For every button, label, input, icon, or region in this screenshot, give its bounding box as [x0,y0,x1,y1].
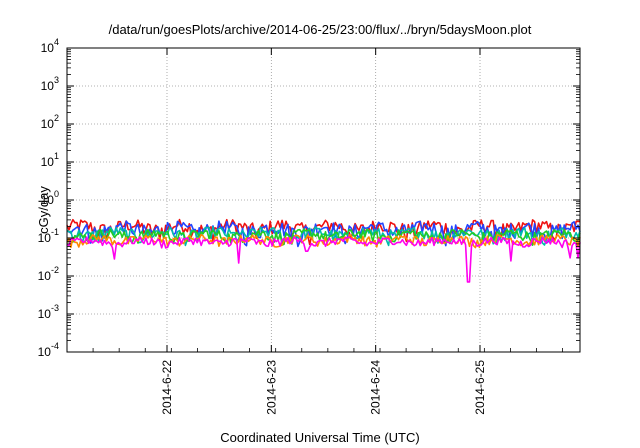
y-tick-label: 10-2 [38,265,59,283]
y-tick-label: 101 [41,151,59,169]
y-tick-label: 104 [41,37,59,55]
x-tick-label: 2014-6-23 [264,360,278,415]
y-tick-label: 100 [41,189,59,207]
chart-title: /data/run/goesPlots/archive/2014-06-25/2… [108,22,532,37]
grid [67,48,580,352]
y-tick-label: 10-4 [38,341,59,359]
y-tick-label: 102 [41,113,59,131]
y-tick-label: 103 [41,75,59,93]
series-line [66,220,581,248]
series-line [66,236,581,283]
series-layer [66,218,581,283]
x-axis-label: Coordinated Universal Time (UTC) [220,430,420,445]
x-tick-label: 2014-6-25 [473,360,487,415]
series-line [66,228,581,246]
y-tick-label: 10-3 [38,303,59,321]
y-tick-label: 10-1 [38,227,59,245]
plot-frame [66,47,581,353]
y-ticks: 10-4 10-3 10-2 10-1 100 101 102 103 104 [38,37,580,359]
x-ticks: 2014-6-22 2014-6-23 2014-6-24 2014-6-25 [66,48,564,415]
x-tick-label: 2014-6-24 [369,360,383,415]
x-tick-label: 2014-6-22 [160,360,174,415]
